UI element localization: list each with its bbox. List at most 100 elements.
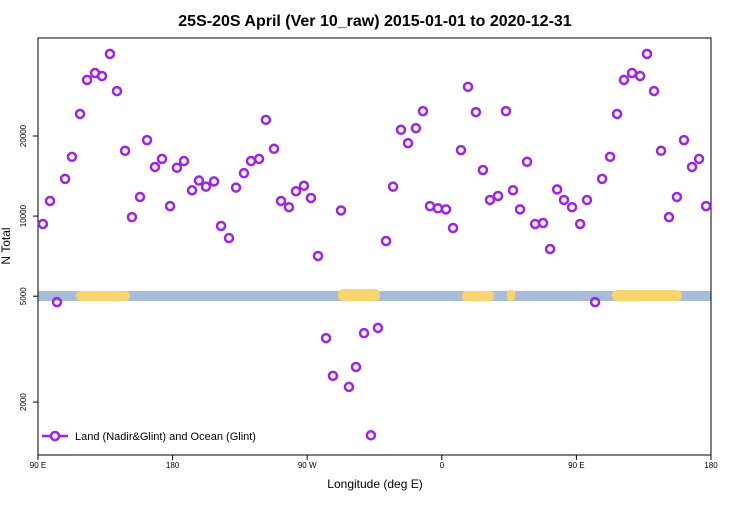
point bbox=[618, 74, 630, 86]
point bbox=[447, 222, 459, 234]
point bbox=[215, 220, 227, 232]
point bbox=[574, 218, 586, 230]
point bbox=[678, 134, 690, 146]
point bbox=[283, 201, 295, 213]
point bbox=[500, 105, 512, 117]
land-band bbox=[338, 289, 380, 301]
point bbox=[200, 181, 212, 192]
point bbox=[141, 134, 153, 146]
x-tick-label: 90 E bbox=[568, 461, 584, 470]
point bbox=[372, 322, 384, 334]
legend-label: Land (Nadir&Glint) and Ocean (Glint) bbox=[75, 431, 256, 443]
x-axis-label: Longitude (deg E) bbox=[327, 477, 422, 491]
x-tick-label: 90 E bbox=[30, 461, 46, 470]
point bbox=[402, 137, 414, 149]
point bbox=[275, 195, 287, 207]
point bbox=[51, 296, 63, 308]
chart-title: 25S-20S April (Ver 10_raw) 2015-01-01 to… bbox=[178, 13, 572, 30]
point bbox=[596, 173, 608, 185]
point bbox=[245, 155, 257, 167]
point bbox=[178, 155, 190, 167]
point bbox=[417, 105, 429, 117]
point bbox=[655, 145, 667, 157]
point bbox=[626, 67, 638, 79]
point bbox=[164, 200, 176, 212]
y-tick-label: 5000 bbox=[19, 287, 28, 305]
point bbox=[74, 108, 86, 120]
point bbox=[290, 185, 302, 197]
point bbox=[611, 108, 623, 120]
point bbox=[507, 185, 519, 196]
point bbox=[410, 122, 422, 134]
point bbox=[305, 192, 317, 204]
point bbox=[514, 204, 526, 215]
legend-marker bbox=[49, 430, 61, 442]
point bbox=[484, 194, 496, 206]
x-tick-label: 0 bbox=[440, 461, 445, 470]
point bbox=[298, 180, 310, 192]
point bbox=[253, 153, 265, 165]
point bbox=[492, 190, 504, 202]
point bbox=[700, 200, 712, 212]
point bbox=[350, 361, 362, 373]
point bbox=[365, 430, 377, 441]
point bbox=[581, 194, 593, 206]
point bbox=[604, 151, 616, 163]
point bbox=[111, 85, 123, 97]
point bbox=[171, 162, 183, 173]
y-tick-label: 10000 bbox=[19, 204, 28, 227]
land-band bbox=[507, 290, 515, 301]
point bbox=[395, 124, 407, 136]
point bbox=[223, 232, 235, 244]
point bbox=[566, 201, 578, 213]
point bbox=[663, 211, 675, 223]
map-strip bbox=[38, 289, 711, 301]
point bbox=[126, 211, 138, 223]
y-axis-label: N Total bbox=[0, 227, 13, 264]
point bbox=[551, 184, 563, 195]
point bbox=[462, 81, 474, 93]
point bbox=[589, 296, 601, 308]
point bbox=[455, 144, 467, 156]
x-tick-label: 180 bbox=[704, 461, 718, 470]
point bbox=[81, 74, 93, 86]
land-band bbox=[76, 291, 130, 301]
point bbox=[380, 235, 392, 247]
point bbox=[238, 167, 250, 179]
plot-frame bbox=[37, 37, 712, 456]
point bbox=[230, 182, 242, 193]
point bbox=[156, 153, 168, 165]
point bbox=[686, 161, 698, 173]
point bbox=[260, 114, 272, 126]
point bbox=[104, 48, 116, 60]
point bbox=[537, 217, 549, 229]
point bbox=[634, 70, 646, 82]
point bbox=[641, 48, 653, 60]
land-band bbox=[462, 291, 494, 301]
legend: Land (Nadir&Glint) and Ocean (Glint) bbox=[42, 430, 256, 443]
point bbox=[521, 156, 533, 168]
point bbox=[440, 204, 452, 215]
point bbox=[186, 185, 198, 196]
x-tick-label: 180 bbox=[166, 461, 180, 470]
point bbox=[387, 181, 399, 192]
point bbox=[671, 191, 683, 203]
point bbox=[37, 218, 49, 230]
point bbox=[134, 191, 146, 203]
point bbox=[335, 205, 347, 216]
point bbox=[358, 327, 370, 339]
point bbox=[477, 164, 489, 176]
point bbox=[208, 176, 220, 187]
y-tick-label: 20000 bbox=[19, 124, 28, 147]
x-tick-label: 90 W bbox=[298, 461, 317, 470]
point bbox=[558, 194, 570, 206]
y-tick-label: 2000 bbox=[19, 393, 28, 411]
point bbox=[470, 106, 482, 118]
point bbox=[59, 173, 71, 185]
land-band bbox=[612, 290, 682, 301]
point bbox=[432, 203, 444, 214]
point bbox=[327, 370, 339, 382]
point bbox=[149, 161, 161, 173]
